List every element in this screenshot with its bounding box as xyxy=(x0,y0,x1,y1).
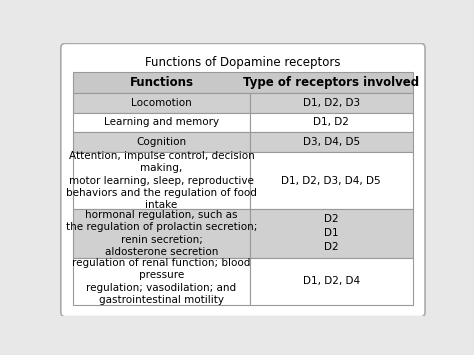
Bar xyxy=(250,93,413,113)
Bar xyxy=(73,209,250,258)
Bar xyxy=(73,152,250,209)
Bar xyxy=(250,132,413,152)
Text: Attention, impulse control, decision
making,
motor learning, sleep, reproductive: Attention, impulse control, decision mak… xyxy=(66,151,257,211)
Text: Functions of Dopamine receptors: Functions of Dopamine receptors xyxy=(145,56,341,70)
Bar xyxy=(73,113,250,132)
Text: Locomotion: Locomotion xyxy=(131,98,192,108)
Text: D3, D4, D5: D3, D4, D5 xyxy=(302,137,360,147)
Text: Type of receptors involved: Type of receptors involved xyxy=(243,76,419,89)
Bar xyxy=(73,72,413,93)
Text: hormonal regulation, such as
the regulation of prolactin secretion;
renin secret: hormonal regulation, such as the regulat… xyxy=(66,210,257,257)
Text: Cognition: Cognition xyxy=(137,137,187,147)
Text: D1, D2, D3: D1, D2, D3 xyxy=(302,98,360,108)
Text: D2
D1
D2: D2 D1 D2 xyxy=(324,214,338,252)
Bar xyxy=(250,209,413,258)
Bar xyxy=(73,258,250,305)
Text: Learning and memory: Learning and memory xyxy=(104,118,219,127)
Text: Functions: Functions xyxy=(129,76,193,89)
Text: D1, D2, D3, D4, D5: D1, D2, D3, D4, D5 xyxy=(282,176,381,186)
Bar xyxy=(73,132,250,152)
Bar xyxy=(73,93,250,113)
Bar xyxy=(250,113,413,132)
Bar xyxy=(250,258,413,305)
Bar xyxy=(250,152,413,209)
Text: D1, D2, D4: D1, D2, D4 xyxy=(302,277,360,286)
Text: D1, D2: D1, D2 xyxy=(313,118,349,127)
Text: regulation of renal function; blood
pressure
regulation; vasodilation; and
gastr: regulation of renal function; blood pres… xyxy=(72,258,251,305)
FancyBboxPatch shape xyxy=(61,43,425,317)
